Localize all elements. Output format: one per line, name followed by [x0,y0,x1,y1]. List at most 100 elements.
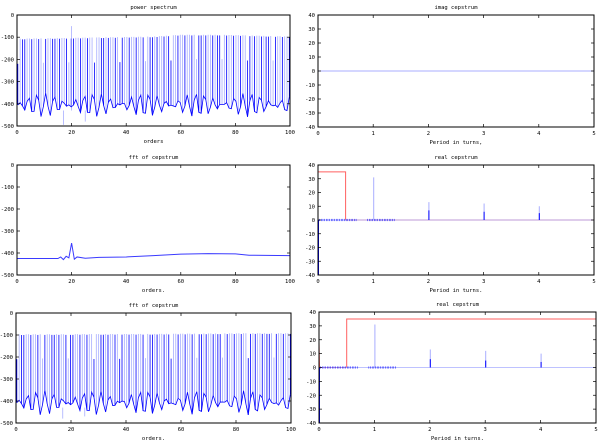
x-tick-label: 40 [123,279,130,285]
x-tick-label: 0 [317,427,320,433]
y-tick-label: -20 [305,246,315,252]
x-tick-label: 100 [286,427,296,433]
subplot-title: real cepstrum [434,155,478,161]
x-tick-label: 4 [537,131,541,137]
x-tick-label: 2 [427,279,430,285]
y-tick-label: -100 [1,185,14,191]
x-tick-label: 0 [15,279,18,285]
series-line-0 [17,243,290,261]
y-tick-label: -500 [1,273,14,279]
plot-area [17,243,290,261]
floor-line [16,390,291,416]
subplot-title: fft of cepstrum [129,303,179,309]
y-tick-label: -400 [0,399,13,405]
subplot-5: 0 20 40 60 80 100 0 -100 -200 -300 -400 -500 fft of … [0,303,296,442]
subplot-1: 0 20 40 60 80 100 0 -100 -200 -300 -400 -500 power s… [1,5,295,145]
subplot-4: 0 1 2 3 4 5 40 30 20 10 0 -10 -20 -30 -40 real cepstrum… [305,155,596,294]
floor-line [17,92,290,117]
x-tick-label: 60 [177,279,184,285]
y-tick-label: -40 [305,273,315,279]
y-tick-label: 40 [309,310,316,316]
y-tick-label: -200 [1,57,14,63]
series-line-0 [318,171,594,221]
y-tick-label: 30 [309,324,316,330]
axes-frame [15,312,292,424]
x-tick-label: 100 [285,279,295,285]
x-tick-label: 4 [537,279,541,285]
x-axis-label: orders [144,139,164,145]
x-axis-label: Period in turns. [430,288,483,294]
x-tick-label: 2 [427,131,430,137]
y-tick-label: 30 [308,27,315,33]
y-tick-label: 10 [309,352,316,358]
y-tick-label: -100 [1,35,14,41]
y-tick-label: -30 [305,111,315,117]
x-axis-label: Period in turns. [431,436,484,442]
y-tick-label: -500 [1,124,14,130]
y-tick-label: -400 [1,102,14,108]
plot-area [17,26,290,125]
x-tick-label: 20 [68,279,75,285]
y-tick-label: -500 [0,421,13,427]
x-tick-label: 5 [594,427,597,433]
x-tick-label: 1 [372,131,375,137]
subplot-6: 0 1 2 3 4 5 40 30 20 10 0 -10 -20 -30 -40 real cepstrum… [306,302,598,442]
x-axis-label: orders. [142,288,165,294]
y-tick-label: 30 [308,177,315,183]
y-tick-label: -10 [306,379,316,385]
subplot-title: power spectrum [130,5,177,11]
y-tick-label: -30 [305,259,315,265]
x-tick-label: 3 [484,427,487,433]
y-tick-label: 0 [11,13,14,19]
y-tick-label: -20 [305,97,315,103]
x-tick-label: 1 [373,427,376,433]
y-tick-label: 40 [308,163,315,169]
x-tick-label: 80 [233,427,240,433]
y-tick-label: 20 [309,338,316,344]
x-tick-label: 4 [539,427,543,433]
y-tick-label: 40 [308,13,315,19]
axes-frame [16,164,291,276]
subplot-3: 0 20 40 60 80 100 0 -100 -200 -300 -400 -500 fft of … [1,155,295,294]
x-tick-label: 80 [232,279,239,285]
x-tick-label: 80 [232,130,239,136]
x-tick-label: 100 [285,130,295,136]
y-tick-label: -300 [1,229,14,235]
y-tick-label: 20 [308,191,315,197]
subplot-title: real cepstrum [436,302,480,308]
x-tick-label: 0 [316,279,319,285]
y-tick-label: 0 [10,311,13,317]
x-tick-label: 2 [428,427,431,433]
plot-area [318,171,594,275]
x-tick-label: 60 [177,130,184,136]
subplot-title: fft of cepstrum [129,155,179,161]
subplot-2: 0 1 2 3 4 5 40 30 20 10 0 -10 -20 -30 -40 imag cepstrum… [305,5,596,146]
y-tick-label: 0 [313,366,316,372]
x-tick-label: 0 [15,130,18,136]
x-tick-label: 20 [68,130,75,136]
x-tick-label: 40 [123,130,130,136]
y-tick-label: -30 [306,407,316,413]
x-tick-label: 5 [592,279,595,285]
x-tick-label: 40 [123,427,130,433]
y-tick-label: -10 [305,232,315,238]
x-tick-label: 1 [372,279,375,285]
series-line-0 [319,318,596,368]
x-tick-label: 5 [592,131,595,137]
x-axis-label: Period in turns, [430,140,483,146]
x-axis-label: orders. [142,436,165,442]
y-tick-label: -200 [0,355,13,361]
y-tick-label: 10 [308,55,315,61]
y-tick-label: 0 [312,69,315,75]
x-tick-label: 3 [482,131,485,137]
y-tick-label: -300 [0,377,13,383]
x-tick-label: 3 [482,279,485,285]
x-tick-label: 20 [68,427,75,433]
y-tick-label: -10 [305,83,315,89]
plot-area [319,318,596,423]
plot-area [16,333,291,419]
x-tick-label: 60 [178,427,185,433]
y-tick-label: -40 [306,421,316,427]
y-tick-label: -20 [306,393,316,399]
